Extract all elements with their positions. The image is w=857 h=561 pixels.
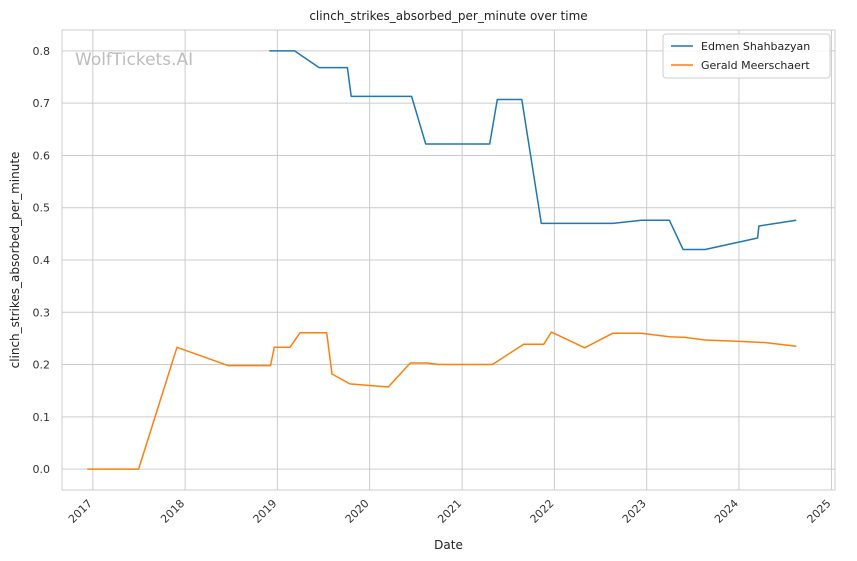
series-lines (87, 50, 797, 470)
y-tick-label: 0.5 (33, 202, 51, 215)
x-axis-label: Date (434, 538, 463, 552)
legend-label: Edmen Shahbazyan (701, 40, 810, 53)
y-tick-label: 0.2 (33, 359, 51, 372)
chart-title: clinch_strikes_absorbed_per_minute over … (309, 9, 587, 23)
y-axis-label: clinch_strikes_absorbed_per_minute (8, 152, 22, 369)
y-tick-label: 0.8 (33, 45, 51, 58)
y-tick-label: 0.1 (33, 411, 51, 424)
legend: Edmen Shahbazyan Gerald Meerschaert (662, 33, 831, 79)
legend-box (662, 33, 831, 79)
series-line-1 (269, 50, 797, 251)
y-tick-label: 0.3 (33, 306, 51, 319)
legend-label: Gerald Meerschaert (701, 59, 810, 72)
series-line-2 (87, 331, 797, 470)
y-tick-label: 0.0 (33, 463, 51, 476)
watermark-text: WolfTickets.AI (75, 50, 193, 70)
y-tick-label: 0.4 (33, 254, 51, 267)
gridlines (62, 30, 835, 490)
y-tick-label: 0.7 (33, 97, 51, 110)
y-tick-label: 0.6 (33, 149, 51, 162)
